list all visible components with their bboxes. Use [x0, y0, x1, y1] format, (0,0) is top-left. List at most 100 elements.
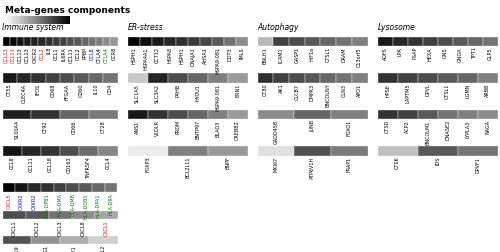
Text: TNFRSF4: TNFRSF4	[86, 157, 91, 179]
Text: CCL21: CCL21	[72, 245, 77, 252]
Bar	[438, 73, 458, 83]
Text: CD68: CD68	[50, 84, 56, 97]
Text: HSPA9-081: HSPA9-081	[215, 84, 220, 111]
Bar	[418, 110, 438, 119]
Bar	[418, 146, 458, 156]
Text: HSPA8: HSPA8	[167, 47, 172, 63]
Text: CLEC4A: CLEC4A	[22, 84, 26, 103]
Bar	[408, 37, 422, 46]
Text: ER-stress: ER-stress	[128, 22, 163, 32]
Bar	[398, 110, 417, 119]
Text: PSAP: PSAP	[412, 47, 418, 59]
Text: DPVF1: DPVF1	[475, 157, 480, 173]
Text: CXKR2: CXKR2	[19, 193, 24, 210]
Bar	[128, 146, 168, 156]
Bar	[74, 73, 89, 83]
Text: LPA: LPA	[398, 47, 402, 56]
Text: CTSL1: CTSL1	[326, 47, 330, 62]
Text: HSPH1: HSPH1	[131, 47, 136, 64]
Bar	[2, 183, 16, 192]
Bar	[458, 73, 477, 83]
Bar	[468, 37, 482, 46]
Text: ERN1: ERN1	[235, 84, 240, 97]
Text: ICAM1: ICAM1	[278, 47, 283, 63]
Bar	[2, 236, 31, 244]
Bar	[304, 73, 320, 83]
Bar	[289, 37, 304, 46]
Bar	[378, 146, 418, 156]
Bar	[16, 183, 28, 192]
Bar	[28, 183, 41, 192]
Text: SLC3A2: SLC3A2	[155, 84, 160, 103]
Bar	[352, 73, 368, 83]
Text: CD4: CD4	[108, 84, 113, 94]
Bar	[148, 110, 168, 119]
Bar	[79, 146, 98, 156]
Bar	[331, 146, 368, 156]
Text: CCL2: CCL2	[76, 47, 80, 60]
Text: KLRG1: KLRG1	[43, 245, 48, 252]
Text: HLA-DRA: HLA-DRA	[108, 193, 114, 215]
Text: DDT3: DDT3	[227, 47, 232, 61]
Text: ACP2: ACP2	[405, 120, 410, 133]
Bar	[41, 183, 54, 192]
Text: P4HB: P4HB	[175, 84, 180, 97]
Text: Lysosome: Lysosome	[378, 22, 416, 32]
Text: CTSD: CTSD	[385, 120, 390, 134]
Bar	[168, 146, 207, 156]
Text: GLP5: GLP5	[488, 47, 492, 60]
Bar	[208, 110, 228, 119]
Bar	[2, 37, 10, 46]
Text: HEXA: HEXA	[428, 47, 432, 61]
Bar	[89, 37, 96, 46]
Text: HSPA4A1: HSPA4A1	[143, 47, 148, 70]
Bar	[89, 236, 118, 244]
Bar	[176, 37, 188, 46]
Text: CCL18: CCL18	[48, 157, 53, 172]
Text: CT28: CT28	[100, 120, 105, 133]
Text: CCL2: CCL2	[40, 47, 44, 60]
Text: ANS1: ANS1	[135, 120, 140, 134]
Text: CLN3: CLN3	[342, 84, 346, 97]
Bar	[236, 37, 248, 46]
Text: CT80: CT80	[263, 84, 268, 96]
Bar	[258, 110, 294, 119]
Text: IL2: IL2	[100, 245, 105, 252]
Text: CCL13: CCL13	[25, 47, 30, 63]
Text: HLA-DMB: HLA-DMB	[70, 193, 76, 216]
Text: CCL11: CCL11	[11, 47, 16, 63]
Text: FOXP3: FOXP3	[145, 157, 150, 172]
Bar	[38, 37, 46, 46]
Text: MKI67: MKI67	[274, 157, 278, 172]
Bar	[104, 183, 118, 192]
Text: LYPLA3: LYPLA3	[465, 120, 470, 138]
Text: CREBB2: CREBB2	[235, 120, 240, 140]
Text: CCR8: CCR8	[112, 47, 116, 60]
Text: CXCR2: CXCR2	[32, 47, 38, 63]
Bar	[294, 146, 331, 156]
Bar	[458, 110, 477, 119]
Text: FRAP1: FRAP1	[346, 157, 352, 172]
Bar	[2, 211, 26, 219]
Text: PRDM: PRDM	[175, 120, 180, 135]
Bar	[336, 73, 352, 83]
Bar	[89, 110, 118, 119]
Text: FOXO1: FOXO1	[346, 120, 352, 136]
Bar	[128, 110, 148, 119]
Text: BNPF: BNPF	[225, 157, 230, 170]
Text: CXCL8: CXCL8	[80, 220, 86, 236]
Bar	[31, 37, 38, 46]
Text: DMPK3: DMPK3	[310, 84, 315, 101]
Text: TPT1: TPT1	[472, 47, 478, 59]
Bar	[53, 37, 60, 46]
Bar	[41, 146, 60, 156]
Text: CD66: CD66	[72, 120, 77, 134]
Text: CD163: CD163	[67, 157, 72, 173]
Text: FFGAA: FFGAA	[64, 84, 70, 100]
Bar	[67, 37, 74, 46]
Text: S100A4: S100A4	[14, 120, 20, 139]
Bar	[478, 110, 498, 119]
Text: BNLH1: BNLH1	[263, 47, 268, 64]
Text: CCL1: CCL1	[54, 47, 59, 60]
Bar	[331, 110, 368, 119]
